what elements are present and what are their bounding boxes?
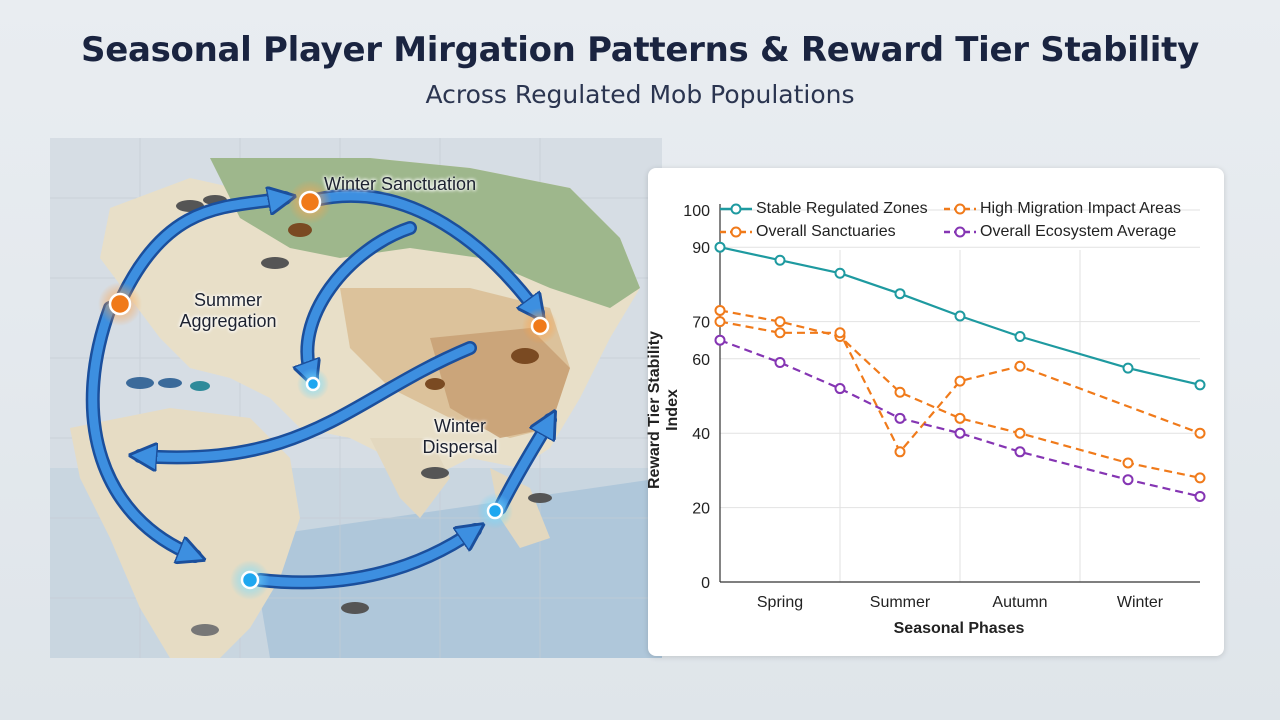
data-point-series-2: [1194, 427, 1206, 439]
y-tick-label: 40: [692, 426, 710, 443]
x-tick-label-winter: Winter: [1117, 594, 1164, 611]
data-point-series-3: [894, 412, 906, 424]
series-line-1: [719, 309, 1201, 479]
data-point-series-3: [1014, 446, 1026, 458]
legend-label-stable: Stable Regulated Zones: [756, 200, 928, 217]
legend-label-high-migration: High Migration Impact Areas: [980, 200, 1181, 217]
page-title: Seasonal Player Mirgation Patterns & Rew…: [81, 30, 1199, 70]
map-label-summer-aggregation: Summer Aggregation: [179, 290, 277, 331]
series-line-3: [719, 339, 1201, 498]
migration-map: Winter Sanctuation Summer Aggregation Wi…: [50, 138, 662, 658]
data-point-series-0: [1194, 379, 1206, 391]
x-tick-label-summer: Summer: [870, 594, 931, 611]
data-point-series-2: [894, 446, 906, 458]
legend-swatch-stable: [720, 203, 752, 215]
legend-item-ecosystem: Overall Ecosystem Average: [944, 221, 1176, 243]
y-tick-label: 100: [683, 203, 710, 220]
data-point-series-0: [714, 241, 726, 253]
data-point-series-0: [954, 310, 966, 322]
data-point-series-1: [774, 316, 786, 328]
data-point-series-3: [714, 334, 726, 346]
data-point-series-0: [894, 288, 906, 300]
data-point-series-1: [1014, 427, 1026, 439]
data-point-series-1: [894, 386, 906, 398]
data-point-series-3: [954, 427, 966, 439]
data-point-series-3: [774, 357, 786, 369]
y-axis-label: Reward Tier Stability Index: [646, 331, 681, 489]
data-point-series-1: [1122, 457, 1134, 469]
x-axis-label: Seasonal Phases: [893, 620, 1025, 637]
x-tick-label-spring: Spring: [757, 594, 803, 611]
legend-item-stable: Stable Regulated Zones: [720, 198, 928, 220]
legend-swatch-ecosystem: [944, 226, 976, 238]
data-point-series-3: [1122, 474, 1134, 486]
y-tick-label: 20: [692, 501, 710, 518]
data-point-series-2: [1014, 360, 1026, 372]
map-label-winter-sanctuation: Winter Sanctuation: [324, 174, 477, 194]
legend-label-sanctuaries: Overall Sanctuaries: [756, 223, 896, 240]
data-point-series-2: [714, 316, 726, 328]
data-point-series-2: [774, 327, 786, 339]
data-point-series-0: [774, 254, 786, 266]
map-label-winter-dispersal: Winter Dispersal: [422, 416, 498, 457]
data-point-series-2: [834, 327, 846, 339]
data-point-series-1: [1194, 472, 1206, 484]
legend-label-ecosystem: Overall Ecosystem Average: [980, 223, 1177, 240]
data-point-series-0: [1014, 330, 1026, 342]
chart-panel: 0 20 40 60 70 90 100 Spring Summer Autumn Winter S…: [646, 168, 1224, 656]
data-point-series-0: [834, 267, 846, 279]
data-point-series-3: [1194, 490, 1206, 502]
data-point-series-0: [1122, 362, 1134, 374]
y-tick-label: 90: [692, 240, 710, 257]
y-tick-label: 0: [701, 575, 710, 592]
data-point-series-2: [954, 375, 966, 387]
legend-swatch-high-migration: [944, 203, 976, 215]
map-illustration: [50, 138, 662, 658]
legend-item-high-migration: High Migration Impact Areas: [944, 198, 1181, 220]
legend-item-sanctuaries: Overall Sanctuaries: [720, 221, 896, 243]
y-tick-label: 60: [692, 352, 710, 369]
data-point-series-1: [954, 412, 966, 424]
series-line-0: [719, 246, 1201, 386]
y-tick-label: 70: [692, 315, 710, 332]
chart-legend: Stable Regulated Zones High Migration Im…: [720, 198, 1210, 248]
page-subtitle: Across Regulated Mob Populations: [425, 80, 855, 109]
data-point-series-3: [834, 383, 846, 395]
data-point-series-1: [714, 304, 726, 316]
x-tick-label-autumn: Autumn: [992, 594, 1047, 611]
line-chart: 0 20 40 60 70 90 100 Spring Summer Autumn Winter: [683, 203, 1206, 611]
legend-swatch-sanctuaries: [720, 226, 752, 238]
